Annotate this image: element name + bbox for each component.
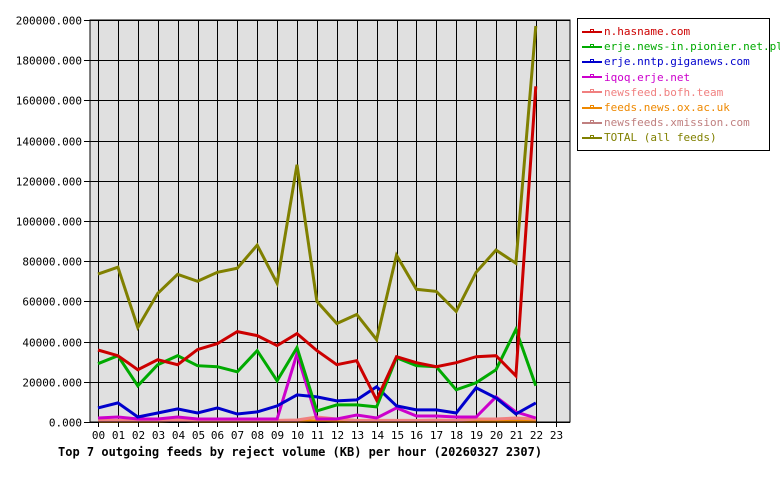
x-tick-label: 15 [391, 429, 404, 442]
series-line [97, 86, 538, 404]
x-tick-label: 09 [271, 429, 284, 442]
y-tick-label: 60000.000 [22, 296, 82, 309]
series-line [97, 384, 537, 419]
y-tick-label: 20000.000 [22, 377, 82, 390]
x-tick-label: 04 [172, 429, 186, 442]
legend-swatch-icon [582, 118, 602, 128]
series-line [97, 25, 538, 343]
x-tick-label: 23 [550, 429, 563, 442]
x-tick-label: 05 [192, 429, 205, 442]
x-tick-label: 22 [530, 429, 543, 442]
x-axis-ticks: 00 01 02 03 04 05 06 07 08 09 10 11 12 13 14 15 16 17 18 19… [92, 422, 563, 442]
y-tick-label: 100000.000 [16, 216, 82, 229]
legend-swatch-icon [582, 57, 602, 67]
x-tick-label: 13 [351, 429, 364, 442]
y-tick-label: 180000.000 [16, 55, 82, 68]
x-tick-label: 08 [251, 429, 264, 442]
x-tick-label: 00 [92, 429, 105, 442]
y-axis-ticks: 0.000 20000.000 40000.000 60000.000 80000.00… [16, 15, 90, 430]
legend-label: erje.news-in.pionier.net.pl [604, 40, 780, 54]
legend-label: erje.nntp.giganews.com [604, 55, 750, 69]
y-tick-label: 120000.000 [16, 176, 82, 189]
legend-label: iqoq.erje.net [604, 70, 691, 84]
x-tick-label: 18 [450, 429, 463, 442]
legend-item: newsfeed.bofh.team [582, 85, 723, 100]
y-tick-label: 40000.000 [22, 337, 82, 350]
legend-item: erje.news-in.pionier.net.pl [582, 39, 780, 54]
legend-label: feeds.news.ox.ac.uk [604, 101, 730, 114]
series-line [97, 325, 538, 413]
x-tick-label: 06 [211, 429, 224, 442]
legend-swatch-icon [582, 87, 602, 97]
y-tick-label: 0.000 [49, 417, 82, 430]
x-tick-label: 19 [470, 429, 483, 442]
legend-item: n.hasname.com [582, 24, 690, 39]
legend-item: iqoq.erje.net [582, 70, 690, 85]
legend-swatch-icon [582, 103, 602, 113]
x-tick-label: 02 [132, 429, 145, 442]
x-tick-label: 14 [371, 429, 385, 442]
legend-item: erje.nntp.giganews.com [582, 54, 750, 69]
x-tick-label: 12 [331, 429, 344, 442]
legend-label: TOTAL (all feeds) [604, 131, 717, 145]
data-series [97, 25, 538, 423]
y-tick-label: 200000.000 [16, 15, 82, 28]
x-tick-label: 20 [490, 429, 503, 442]
x-tick-label: 07 [231, 429, 244, 442]
x-tick-label: 01 [112, 429, 125, 442]
series-line [97, 348, 537, 421]
legend-swatch-icon [582, 27, 602, 37]
x-tick-label: 03 [152, 429, 165, 442]
y-tick-label: 140000.000 [16, 136, 82, 149]
legend-item: newsfeeds.xmission.com [582, 115, 750, 130]
x-tick-label: 11 [311, 429, 324, 442]
y-tick-label: 80000.000 [22, 256, 82, 269]
y-tick-label: 160000.000 [16, 95, 82, 108]
legend-swatch-icon [582, 42, 602, 52]
legend-label: newsfeeds.xmission.com [604, 116, 750, 130]
legend-swatch-icon [582, 72, 602, 82]
x-tick-label: 21 [510, 429, 523, 442]
chart-title: Top 7 outgoing feeds by reject volume (K… [58, 445, 542, 459]
legend-item: feeds.news.ox.ac.uk [582, 100, 730, 115]
legend-label: newsfeed.bofh.team [604, 85, 724, 99]
x-tick-label: 10 [291, 429, 304, 442]
legend: n.hasname.com erje.news-in.pionier.net.pl… [577, 18, 780, 151]
legend-item: TOTAL (all feeds) [582, 130, 717, 145]
x-tick-label: 16 [410, 429, 423, 442]
x-tick-label: 17 [430, 429, 443, 442]
legend-swatch-icon [582, 133, 602, 143]
legend-label: n.hasname.com [604, 25, 691, 38]
